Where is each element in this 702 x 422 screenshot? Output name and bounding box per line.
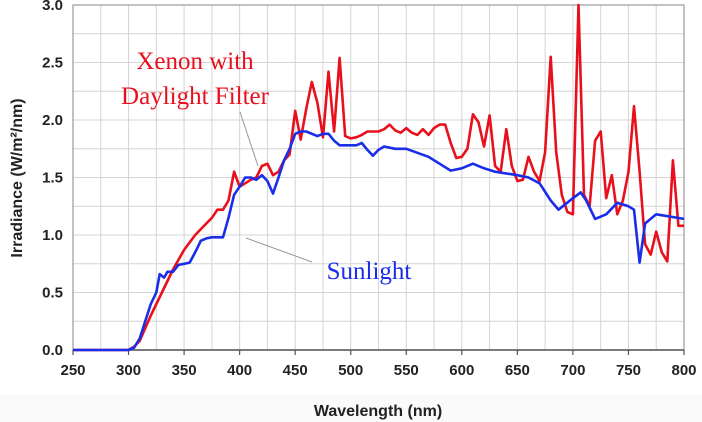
y-tick-label: 2.0 xyxy=(42,112,63,129)
sunlight-leader-line xyxy=(245,237,313,263)
y-axis-title: Irradiance (W/m²/nm) xyxy=(9,98,26,257)
x-tick-label: 750 xyxy=(616,362,641,379)
x-tick-label: 250 xyxy=(60,362,85,379)
xenon-annotation-line2: Daylight Filter xyxy=(121,83,270,110)
x-axis-title: Wavelength (nm) xyxy=(314,403,442,420)
x-tick-label: 300 xyxy=(116,362,141,379)
series-line-xenon-with-daylight-filter xyxy=(73,3,684,352)
x-tick-label: 400 xyxy=(227,362,252,379)
ticks: 250 300 350 400 450 500 550 600 650 700 750 800 0.0 0… xyxy=(42,0,696,379)
y-tick-label: 0.0 xyxy=(42,342,63,359)
x-tick-label: 800 xyxy=(671,362,696,379)
x-tick-label: 350 xyxy=(172,362,197,379)
bottom-band xyxy=(0,395,702,422)
x-tick-label: 600 xyxy=(449,362,474,379)
x-tick-label: 450 xyxy=(283,362,308,379)
x-tick-label: 650 xyxy=(505,362,530,379)
y-tick-label: 3.0 xyxy=(42,0,63,14)
series-line-sunlight xyxy=(73,130,685,352)
xenon-leader-line xyxy=(239,111,259,167)
y-tick-label: 1.5 xyxy=(42,170,63,187)
y-tick-label: 0.5 xyxy=(42,285,63,302)
y-tick-label: 1.0 xyxy=(42,227,63,244)
sunlight-annotation: Sunlight xyxy=(327,258,412,285)
xenon-annotation-line1: Xenon with xyxy=(136,48,254,75)
x-tick-label: 500 xyxy=(338,362,363,379)
x-tick-label: 550 xyxy=(394,362,419,379)
x-tick-label: 700 xyxy=(560,362,585,379)
y-tick-label: 2.5 xyxy=(42,55,63,72)
series-group xyxy=(73,3,685,352)
